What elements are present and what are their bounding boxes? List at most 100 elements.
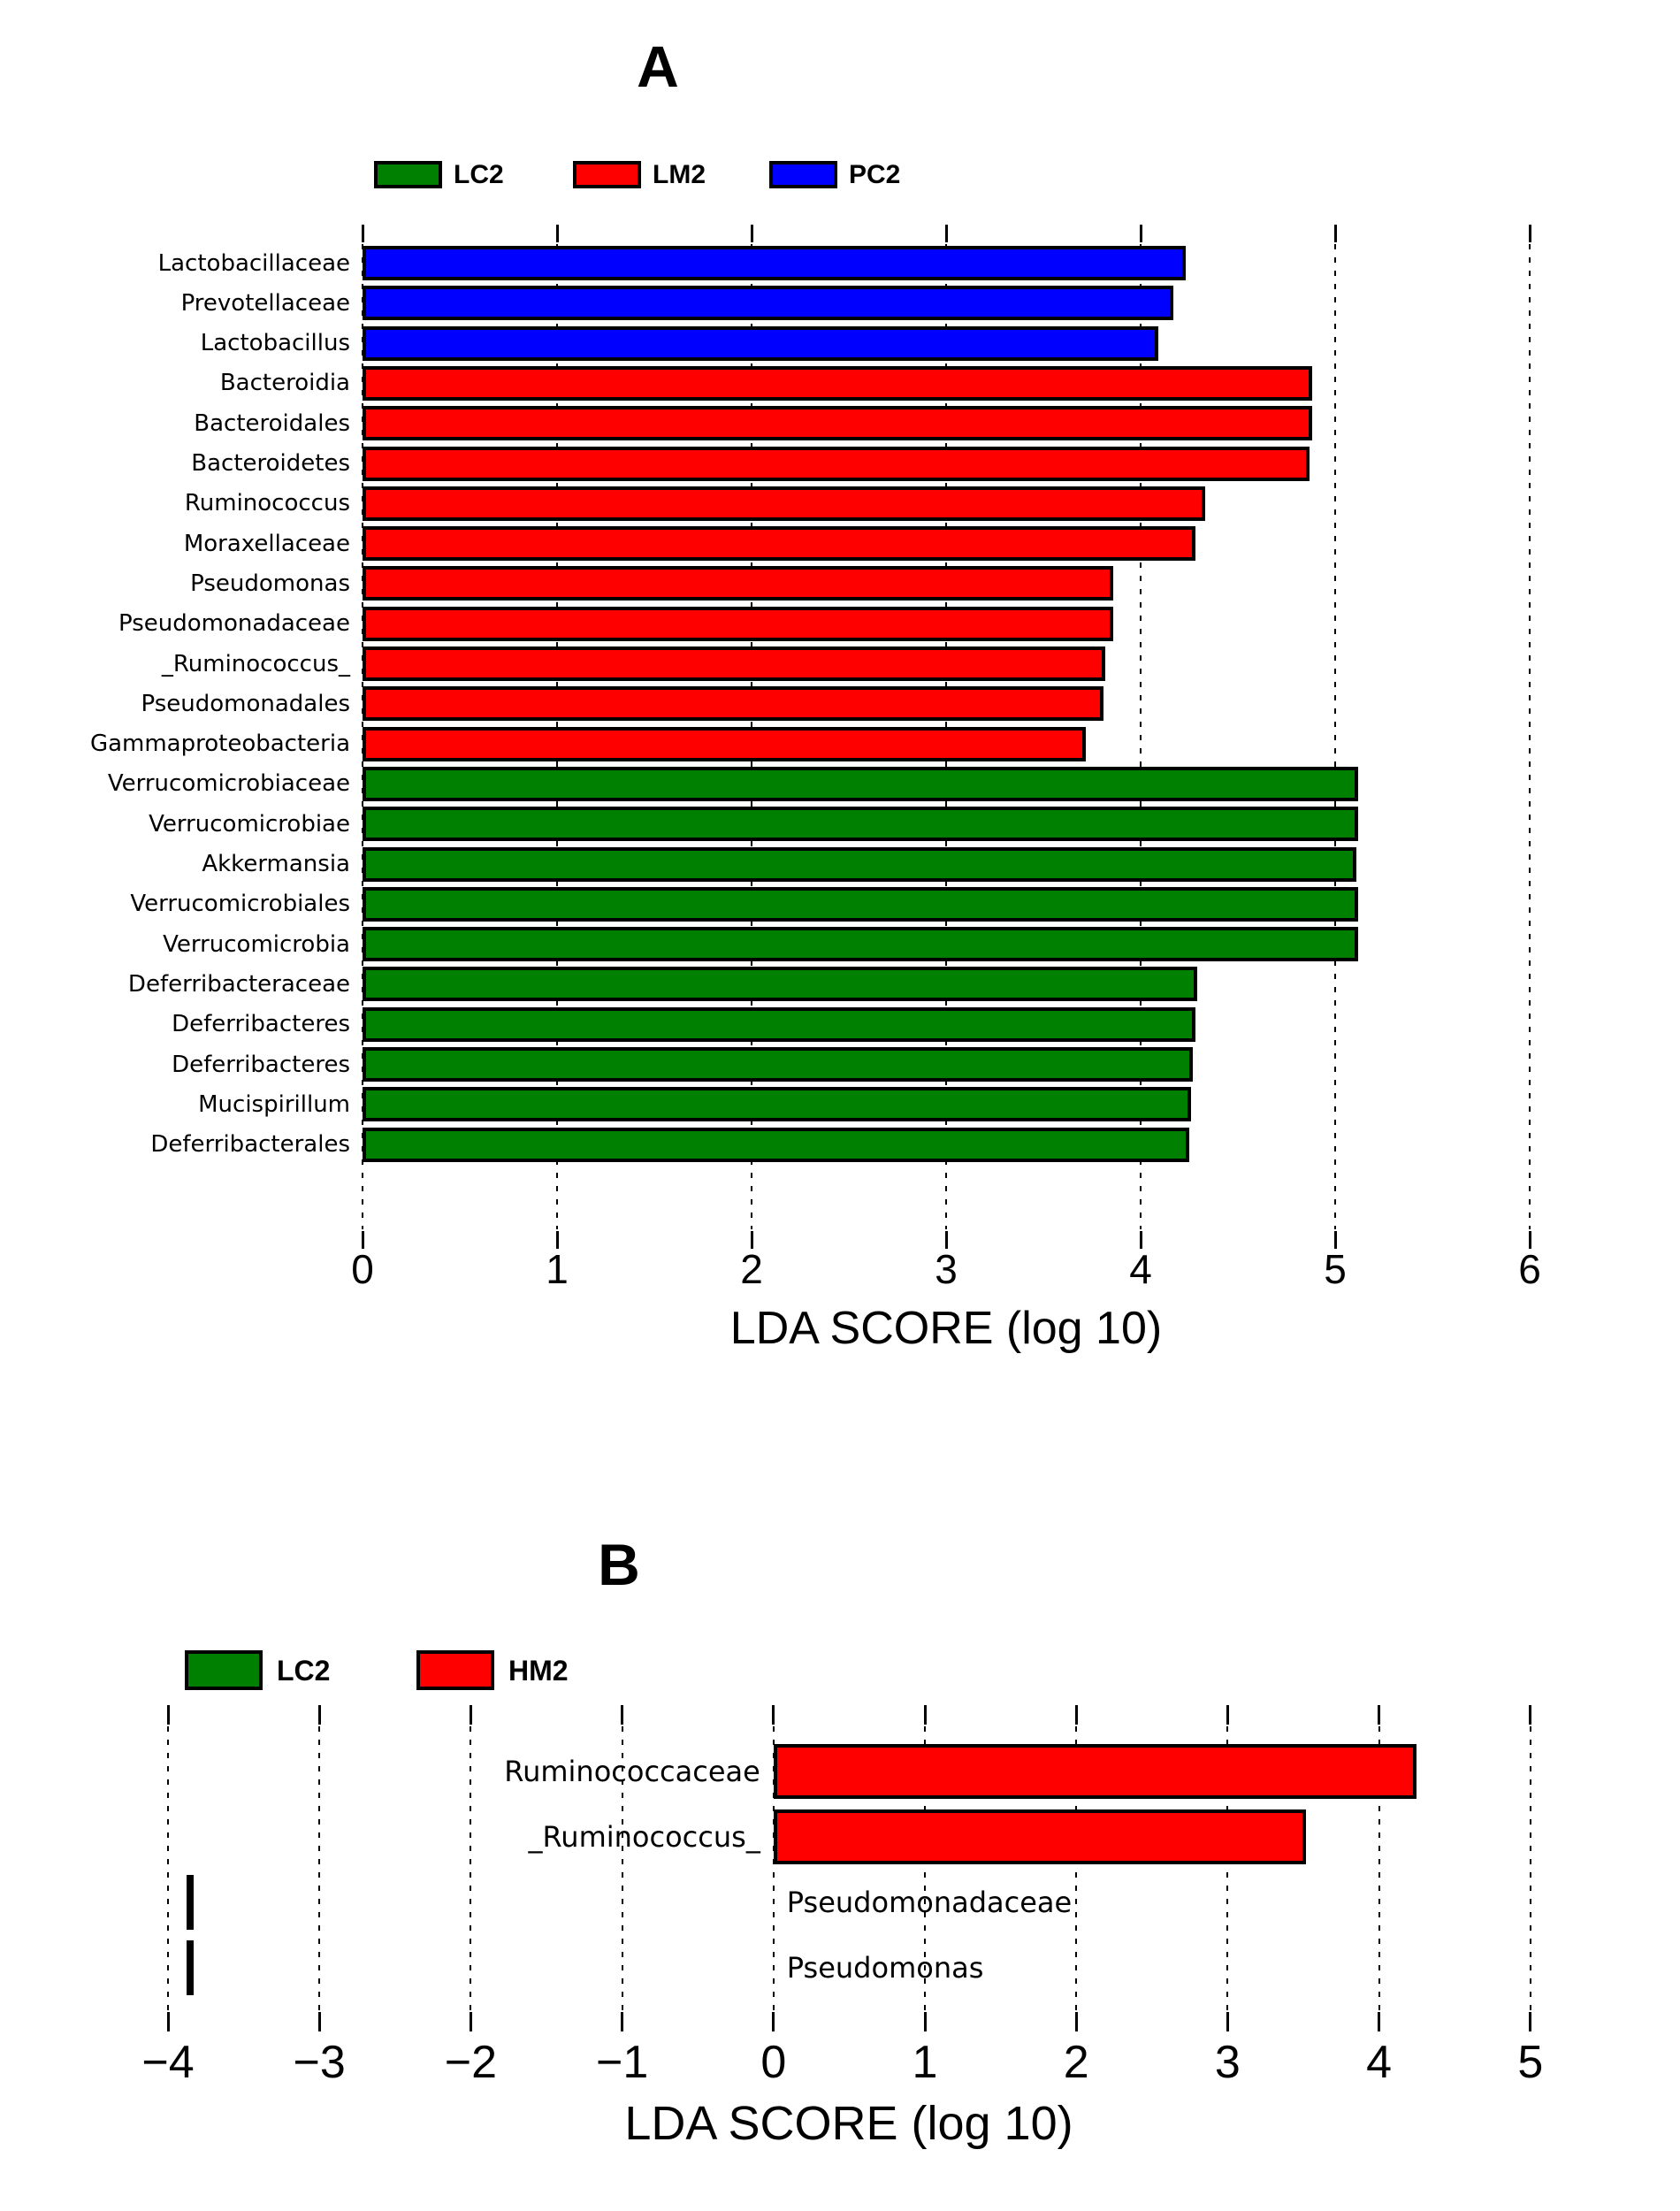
category-label-Prevotellaceae: Prevotellaceae: [180, 289, 350, 317]
top-tick-x6: [1528, 225, 1531, 242]
legend-item-LM2: LM2: [573, 161, 706, 188]
bottom-tick-x1: [923, 2012, 927, 2031]
bottom-tick-x6: [1528, 1231, 1531, 1249]
category-label-Bacteroidales: Bacteroidales: [194, 409, 350, 437]
category-label-Gammaproteobacteria: Gammaproteobacteria: [89, 731, 350, 758]
grid-line-x1: [924, 1726, 926, 2024]
bar-Verrucomicrobiaceae: [363, 766, 1359, 801]
category-label-Pseudomonadaceae: Pseudomonadaceae: [786, 1886, 1073, 1919]
legend-swatch-HM2: [416, 1650, 494, 1690]
bar-Verrucomicrobia: [363, 927, 1359, 962]
bottom-tick-x3: [1226, 2012, 1229, 2031]
category-label-Lactobacillus: Lactobacillus: [200, 330, 350, 357]
grid-line-x6: [1529, 244, 1531, 1229]
tick-label-x2: 2: [1063, 2037, 1089, 2088]
tick-label-x2: 2: [740, 1246, 763, 1292]
top-tick-x1: [923, 1705, 927, 1725]
top-tick-x-3: [317, 1705, 321, 1725]
top-tick-x3: [944, 225, 948, 242]
top-tick-x2: [1074, 1705, 1078, 1725]
bar-Verrucomicrobiales: [363, 886, 1359, 922]
panel-a-x-axis-label: LDA SCORE (log 10): [729, 1303, 1163, 1354]
tick-label-x1: 1: [912, 2037, 938, 2088]
bar-Verrucomicrobiae: [363, 807, 1359, 842]
legend-label-LC2: LC2: [277, 1654, 331, 1687]
grid-line-x2: [1075, 1726, 1078, 2024]
top-tick-x-4: [166, 1705, 170, 1725]
bar-Pseudomonadaceae: [363, 606, 1114, 641]
legend-item-LC2: LC2: [374, 161, 504, 188]
bar-Deferribacteraceae: [363, 967, 1197, 1002]
top-tick-x-2: [469, 1705, 472, 1725]
tick-label-x3: 3: [1214, 2037, 1241, 2088]
legend-item-LC2: LC2: [185, 1650, 330, 1690]
tick-label-x-1: −1: [595, 2037, 649, 2088]
bottom-tick-x-4: [166, 2012, 170, 2031]
tick-label-x-2: −2: [444, 2037, 498, 2088]
top-tick-x2: [750, 225, 753, 242]
tick-label-x-4: −4: [141, 2037, 195, 2088]
grid-line-x3: [1226, 1726, 1229, 2024]
grid-line-x-4: [167, 1726, 169, 2024]
top-tick-x5: [1529, 1705, 1532, 1725]
bottom-tick-x5: [1529, 2012, 1532, 2031]
bar-Gammaproteobacteria: [363, 726, 1087, 761]
bottom-tick-x4: [1378, 2012, 1381, 2031]
legend-label-HM2: HM2: [508, 1654, 569, 1687]
category-label-Pseudomonas: Pseudomonas: [190, 570, 350, 597]
grid-line-x4: [1140, 244, 1142, 1229]
category-label-Pseudomonas: Pseudomonas: [786, 1951, 984, 1985]
legend-swatch-LM2: [573, 161, 641, 188]
bar-Pseudomonadales: [363, 686, 1104, 722]
panel-a-title: A: [637, 34, 679, 99]
tick-label-x6: 6: [1518, 1246, 1541, 1292]
bottom-tick-x0: [361, 1231, 364, 1249]
legend-item-PC2: PC2: [769, 161, 900, 188]
top-tick-x1: [555, 225, 559, 242]
top-tick-x-1: [621, 1705, 624, 1725]
legend-swatch-LC2: [374, 161, 442, 188]
grid-line-x-1: [621, 1726, 623, 2024]
bar-Prevotellaceae: [363, 286, 1174, 321]
bar-Lactobacillus: [363, 325, 1158, 361]
grid-line-x0: [772, 1726, 775, 2024]
legend-swatch-LC2: [185, 1650, 263, 1690]
category-label-Moraxellaceae: Moraxellaceae: [183, 530, 350, 557]
legend-item-HM2: HM2: [416, 1650, 569, 1690]
category-label-_Ruminococcus_: _Ruminococcus_: [528, 1820, 760, 1854]
panel-b-x-axis-label: LDA SCORE (log 10): [624, 2097, 1073, 2150]
top-tick-x4: [1139, 225, 1142, 242]
category-label-Deferribacterales: Deferribacterales: [150, 1131, 350, 1159]
bar-Bacteroidales: [363, 406, 1312, 441]
bar-Bacteroidetes: [363, 446, 1310, 481]
grid-line-x4: [1378, 1726, 1380, 2024]
tick-label-x5: 5: [1324, 1246, 1347, 1292]
legend-label-PC2: PC2: [849, 159, 901, 189]
tick-label-x4: 4: [1366, 2037, 1393, 2088]
grid-line-x5: [1529, 1726, 1531, 2024]
bar-Deferribacteres: [363, 1006, 1195, 1042]
top-tick-x5: [1333, 225, 1337, 242]
bar-_Ruminococcus_: [363, 646, 1106, 681]
bar-Pseudomonas: [363, 566, 1114, 601]
bar-Ruminococcaceae: [773, 1744, 1417, 1799]
bar-_Ruminococcus_: [773, 1809, 1307, 1864]
category-label-Deferribacteres: Deferribacteres: [172, 1011, 350, 1038]
category-label-Mucispirillum: Mucispirillum: [198, 1090, 350, 1118]
tick-label-x3: 3: [935, 1246, 958, 1292]
category-label-Ruminococcus: Ruminococcus: [184, 490, 350, 517]
bar-Deferribacteres: [363, 1047, 1194, 1082]
bottom-tick-x2: [1074, 2012, 1078, 2031]
bottom-tick-x-3: [317, 2012, 321, 2031]
bar-Ruminococcus: [363, 486, 1205, 521]
bottom-tick-x-2: [469, 2012, 472, 2031]
category-label-Deferribacteraceae: Deferribacteraceae: [127, 970, 350, 998]
bar-Bacteroidia: [363, 365, 1312, 401]
bar-Moraxellaceae: [363, 526, 1195, 562]
category-label-Verrucomicrobia: Verrucomicrobia: [163, 930, 350, 958]
top-tick-x4: [1378, 1705, 1381, 1725]
tick-label-x1: 1: [546, 1246, 569, 1292]
bar-Mucispirillum: [363, 1087, 1192, 1122]
